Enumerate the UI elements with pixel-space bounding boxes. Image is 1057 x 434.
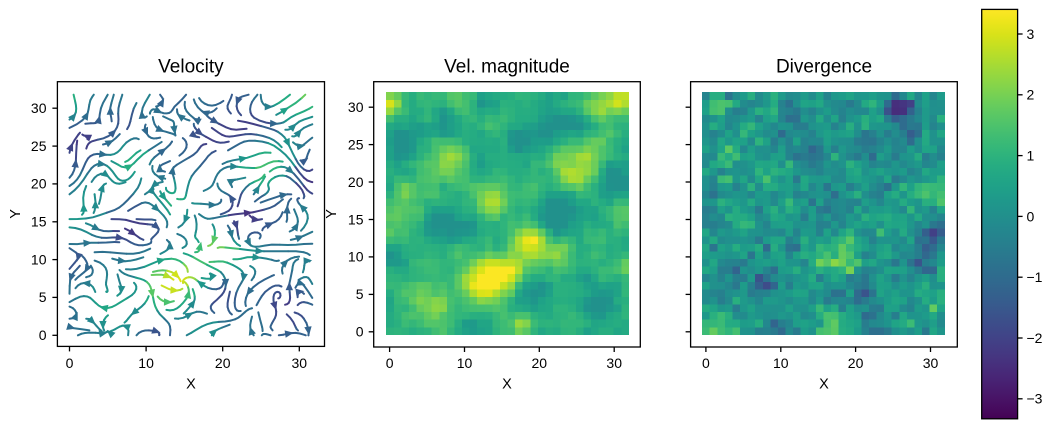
svg-text:20: 20: [532, 355, 548, 371]
svg-text:30: 30: [31, 100, 47, 116]
svg-text:0: 0: [386, 355, 394, 371]
svg-text:20: 20: [848, 355, 864, 371]
svg-text:20: 20: [215, 355, 231, 371]
svg-text:Divergence: Divergence: [776, 57, 872, 78]
svg-text:Vel. magnitude: Vel. magnitude: [444, 57, 570, 78]
svg-text:30: 30: [606, 355, 622, 371]
svg-text:10: 10: [348, 249, 364, 265]
svg-text:Y: Y: [8, 209, 24, 219]
svg-text:−3: −3: [1027, 391, 1043, 407]
svg-text:25: 25: [348, 136, 364, 152]
svg-text:15: 15: [31, 214, 47, 230]
svg-text:10: 10: [31, 251, 47, 267]
svg-text:0: 0: [66, 355, 74, 371]
svg-text:20: 20: [31, 176, 47, 192]
svg-text:5: 5: [356, 286, 364, 302]
svg-text:30: 30: [348, 99, 364, 115]
svg-text:0: 0: [702, 355, 710, 371]
svg-text:2: 2: [1027, 87, 1035, 103]
svg-text:0: 0: [1027, 208, 1035, 224]
svg-text:15: 15: [348, 211, 364, 227]
svg-text:25: 25: [31, 138, 47, 154]
svg-text:20: 20: [348, 174, 364, 190]
svg-text:5: 5: [39, 289, 47, 305]
svg-text:−1: −1: [1027, 269, 1043, 285]
svg-text:30: 30: [923, 355, 939, 371]
svg-text:X: X: [819, 377, 829, 393]
svg-text:0: 0: [39, 327, 47, 343]
svg-text:30: 30: [292, 355, 308, 371]
svg-text:Y: Y: [324, 209, 340, 219]
svg-text:−2: −2: [1027, 330, 1043, 346]
svg-text:Velocity: Velocity: [158, 57, 224, 78]
svg-text:1: 1: [1027, 148, 1035, 164]
svg-text:X: X: [186, 377, 196, 393]
svg-text:0: 0: [356, 324, 364, 340]
svg-text:10: 10: [138, 355, 154, 371]
svg-text:10: 10: [457, 355, 473, 371]
svg-text:3: 3: [1027, 26, 1035, 42]
svg-text:10: 10: [773, 355, 789, 371]
svg-text:X: X: [502, 377, 512, 393]
